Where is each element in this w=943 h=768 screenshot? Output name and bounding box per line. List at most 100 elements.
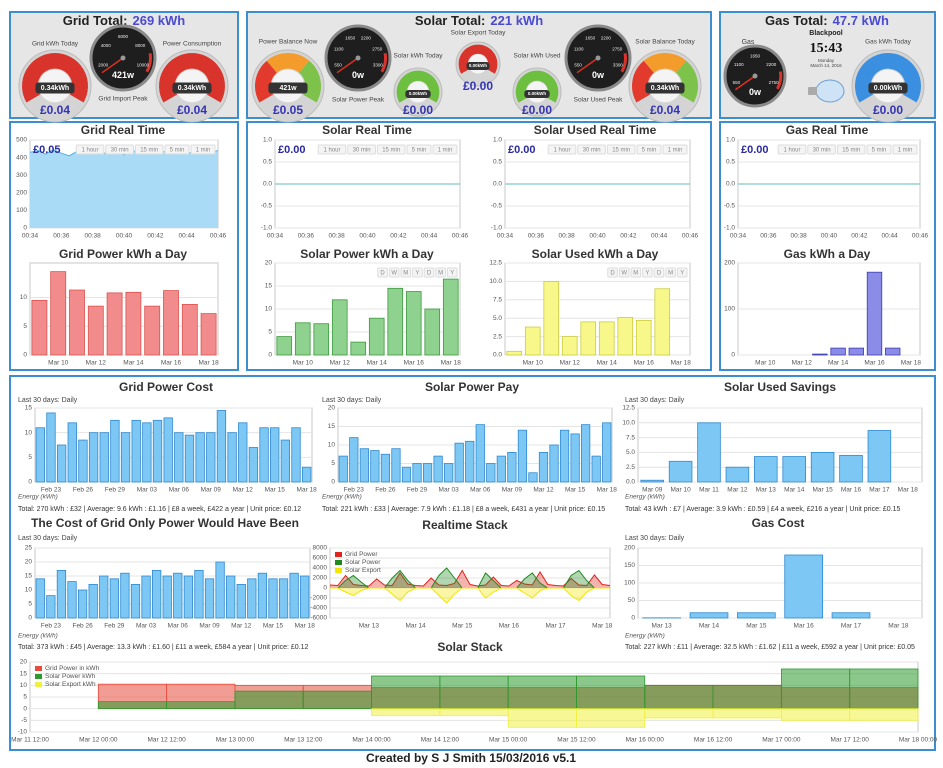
x-tick-label: Mar 12	[560, 360, 581, 367]
range-button-label[interactable]: 15 min	[842, 147, 860, 153]
range-button[interactable]	[376, 144, 406, 155]
x-tick-label: Mar 12	[792, 360, 813, 367]
range-button-label[interactable]: 1 hour	[783, 147, 800, 153]
bar	[444, 463, 454, 483]
range-button-label[interactable]: Y	[415, 270, 419, 276]
bar	[668, 460, 693, 483]
range-button[interactable]	[435, 267, 446, 278]
panel-title-label: Grid Total:	[63, 13, 128, 28]
range-button-label[interactable]: W	[391, 270, 397, 276]
range-button[interactable]	[636, 144, 662, 155]
range-button[interactable]	[630, 267, 642, 278]
range-button[interactable]	[606, 144, 636, 155]
range-button-label[interactable]: 1 min	[668, 147, 683, 153]
range-button-label[interactable]: 5 min	[412, 147, 427, 153]
range-button-label[interactable]: 15 min	[382, 147, 400, 153]
range-button[interactable]	[577, 144, 606, 155]
range-button[interactable]	[618, 267, 630, 278]
range-button-label[interactable]: D	[380, 270, 385, 276]
bar	[163, 290, 179, 356]
range-button[interactable]	[75, 144, 105, 155]
range-button[interactable]	[317, 144, 347, 155]
bar	[162, 575, 172, 619]
range-button-label[interactable]: 1 hour	[553, 147, 570, 153]
range-button-label[interactable]: 30 min	[813, 147, 831, 153]
range-button-label[interactable]: 5 min	[170, 147, 185, 153]
range-button[interactable]	[347, 144, 376, 155]
range-button[interactable]	[807, 144, 836, 155]
range-button[interactable]	[423, 267, 435, 278]
range-button-label[interactable]: 30 min	[583, 147, 601, 153]
range-button[interactable]	[134, 144, 164, 155]
gauge-readout	[868, 82, 908, 94]
dial-needle	[101, 57, 124, 74]
range-button-label[interactable]: 15 min	[140, 147, 158, 153]
range-button[interactable]	[105, 144, 134, 155]
dial-scale-label: 550	[574, 62, 582, 67]
range-button[interactable]	[892, 144, 918, 155]
range-button-label[interactable]: 5 min	[872, 147, 887, 153]
range-button-label[interactable]: 30 min	[353, 147, 371, 153]
range-button[interactable]	[377, 267, 388, 278]
range-button[interactable]	[676, 267, 688, 278]
range-button[interactable]	[432, 144, 458, 155]
range-button[interactable]	[777, 144, 807, 155]
range-button-label[interactable]: M	[438, 270, 443, 276]
dial-scale-label: 4000	[101, 43, 112, 48]
range-button[interactable]	[164, 144, 190, 155]
y-tick-label: 5	[331, 460, 335, 467]
range-button-label[interactable]: 15 min	[612, 147, 630, 153]
range-button[interactable]	[412, 267, 423, 278]
range-button-label[interactable]: M	[668, 270, 673, 276]
y-tick-label: 0	[331, 479, 335, 486]
chart-title: Grid Power Cost	[119, 380, 213, 394]
chart-summary: Total: 227 kWh : £11 | Average: 32.5 kWh…	[625, 644, 915, 651]
range-button[interactable]	[406, 144, 432, 155]
y-tick-label: 2.5	[626, 464, 635, 471]
range-button[interactable]	[836, 144, 866, 155]
range-button[interactable]	[547, 144, 577, 155]
range-button-label[interactable]: 1 hour	[323, 147, 340, 153]
range-button-label[interactable]: D	[657, 270, 662, 276]
range-button-label[interactable]: M	[633, 270, 638, 276]
range-button[interactable]	[446, 267, 458, 278]
range-button-label[interactable]: Y	[645, 270, 649, 276]
range-button-label[interactable]: 1 min	[196, 147, 211, 153]
range-button-label[interactable]: W	[621, 270, 627, 276]
range-button[interactable]	[653, 267, 665, 278]
range-button-label[interactable]: D	[610, 270, 615, 276]
x-tick-label: Mar 11	[699, 487, 719, 494]
dial-pivot	[120, 55, 126, 61]
y-tick-label: 20	[20, 659, 28, 666]
range-button-label[interactable]: 1 min	[438, 147, 453, 153]
range-button-label[interactable]: 5 min	[642, 147, 657, 153]
range-button[interactable]	[190, 144, 216, 155]
range-button-label[interactable]: M	[403, 270, 408, 276]
chart-summary: Total: 221 kWh : £33 | Average: 7.9 kWh …	[322, 506, 605, 513]
range-button[interactable]	[400, 267, 412, 278]
bar	[507, 451, 517, 483]
y-tick-label: 0.0	[263, 181, 272, 188]
range-button[interactable]	[866, 144, 892, 155]
range-button-label[interactable]: Y	[680, 270, 684, 276]
x-tick-label: 00:46	[912, 233, 929, 240]
x-tick-label: Mar 12	[330, 360, 351, 367]
range-button[interactable]	[662, 144, 688, 155]
gauge-cost: £0.00	[403, 103, 433, 117]
range-button[interactable]	[642, 267, 653, 278]
range-button-label[interactable]: 1 hour	[81, 147, 98, 153]
y-tick-label: -2000	[310, 595, 327, 602]
range-button-label[interactable]: 30 min	[111, 147, 129, 153]
range-button[interactable]	[388, 267, 400, 278]
range-button-label[interactable]: Y	[450, 270, 454, 276]
range-button-label[interactable]: D	[427, 270, 432, 276]
range-button[interactable]	[607, 267, 618, 278]
x-tick-label: Mar 06	[169, 487, 190, 494]
step-segment	[712, 708, 782, 719]
dial-scale-label: 1650	[345, 36, 356, 41]
gauge-label: Grid kWh Today	[32, 41, 79, 48]
bulb-icon	[815, 79, 845, 103]
range-button-label[interactable]: 1 min	[898, 147, 913, 153]
y-tick-label: 200	[724, 260, 735, 267]
range-button[interactable]	[665, 267, 676, 278]
